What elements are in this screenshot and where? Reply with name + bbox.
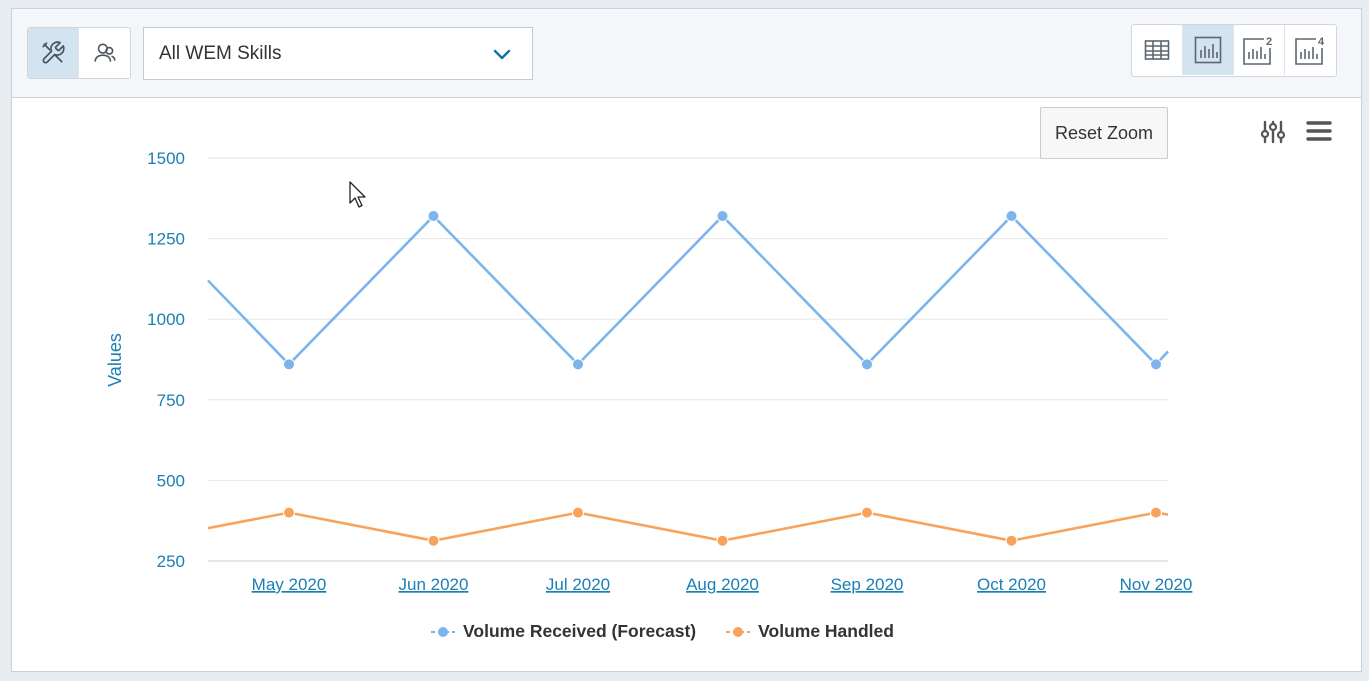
y-tick-label: 1000 <box>147 310 185 329</box>
chart-view-2-icon: 2 <box>1243 36 1272 65</box>
chart-legend: Volume Received (Forecast) Volume Handle… <box>12 621 1361 642</box>
legend-item-volume-handled[interactable]: Volume Handled <box>726 621 894 642</box>
svg-text:2: 2 <box>1266 36 1272 48</box>
legend-label: Volume Handled <box>758 621 894 641</box>
chart-view-4-icon: 4 <box>1294 36 1325 65</box>
legend-marker-blue <box>431 626 456 637</box>
data-point[interactable] <box>1005 210 1018 223</box>
series-line-1 <box>207 511 1169 542</box>
tools-icon <box>42 41 65 64</box>
chart-view-4-button[interactable]: 4 <box>1285 25 1336 75</box>
skills-dropdown[interactable]: All WEM Skills <box>143 27 533 80</box>
chart-view-icon <box>1194 36 1222 64</box>
x-tick-label[interactable]: Jul 2020 <box>546 575 610 594</box>
x-tick-label[interactable]: Aug 2020 <box>686 575 759 594</box>
data-point[interactable] <box>283 506 295 519</box>
y-tick-label: 1250 <box>147 230 185 249</box>
tools-button[interactable] <box>28 28 79 78</box>
dashboard-panel: All WEM Skills <box>11 8 1362 672</box>
sliders-icon[interactable] <box>1260 119 1286 145</box>
legend-item-volume-received[interactable]: Volume Received (Forecast) <box>431 621 696 642</box>
data-point[interactable] <box>572 506 584 519</box>
y-tick-label: 1500 <box>147 149 185 168</box>
y-tick-label: 250 <box>157 552 185 571</box>
data-point[interactable] <box>1005 534 1018 547</box>
data-point[interactable] <box>283 358 295 371</box>
data-point[interactable] <box>716 210 729 223</box>
table-view-icon <box>1144 40 1170 60</box>
hamburger-menu-icon[interactable] <box>1306 120 1332 142</box>
x-tick-label[interactable]: Nov 2020 <box>1120 575 1193 594</box>
chevron-down-icon <box>493 49 511 60</box>
x-tick-label[interactable]: May 2020 <box>252 575 327 594</box>
x-tick-label[interactable]: Oct 2020 <box>977 575 1046 594</box>
y-axis-title: Values <box>105 333 125 387</box>
data-point[interactable] <box>861 506 873 519</box>
agents-button[interactable] <box>79 28 130 78</box>
legend-marker-orange <box>726 626 751 637</box>
y-tick-label: 750 <box>157 391 185 410</box>
svg-text:4: 4 <box>1318 36 1325 48</box>
data-point[interactable] <box>572 358 584 371</box>
chart-view-2-button[interactable]: 2 <box>1234 25 1285 75</box>
data-point[interactable] <box>427 534 440 547</box>
mode-toggle-group <box>27 27 131 79</box>
data-point[interactable] <box>1150 358 1162 371</box>
skills-dropdown-value: All WEM Skills <box>159 42 282 64</box>
data-point[interactable] <box>716 534 729 547</box>
x-tick-label[interactable]: Jun 2020 <box>399 575 469 594</box>
mouse-cursor-icon <box>349 181 366 208</box>
legend-label: Volume Received (Forecast) <box>463 621 697 641</box>
view-toggle-group: 2 4 <box>1131 24 1337 77</box>
data-point[interactable] <box>427 210 440 223</box>
toolbar: All WEM Skills <box>12 9 1361 98</box>
chart-area[interactable]: 250 500 750 1000 1250 1500 Values May 2020 Jun 2… <box>12 98 1361 672</box>
chart-view-button[interactable] <box>1183 25 1234 75</box>
y-tick-label: 500 <box>157 471 185 490</box>
table-view-button[interactable] <box>1132 25 1183 75</box>
data-point[interactable] <box>1150 506 1162 519</box>
agents-icon <box>93 43 116 62</box>
data-point[interactable] <box>861 358 873 371</box>
x-tick-label[interactable]: Sep 2020 <box>831 575 904 594</box>
reset-zoom-button[interactable]: Reset Zoom <box>1040 107 1168 159</box>
